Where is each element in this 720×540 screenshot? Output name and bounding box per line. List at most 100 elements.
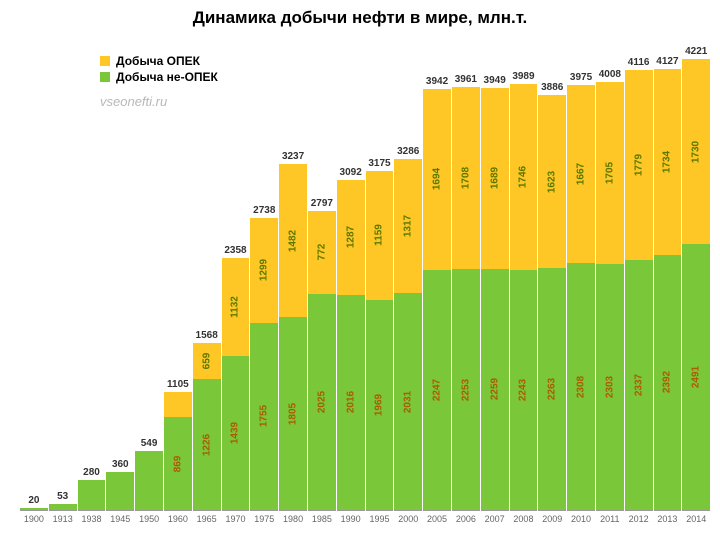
nonopec-value-label: 2253 bbox=[460, 379, 471, 401]
total-label: 4116 bbox=[628, 57, 650, 68]
bar-segment-nonopec: 2263 bbox=[538, 268, 566, 510]
bar-col: 412717342392 bbox=[654, 69, 682, 510]
total-label: 3949 bbox=[484, 75, 506, 86]
x-tick: 1995 bbox=[366, 510, 394, 524]
total-label: 1105 bbox=[167, 379, 189, 390]
bar-col: 27977722025 bbox=[308, 211, 336, 510]
bar-segment-opec bbox=[164, 392, 192, 417]
bar-segment-opec: 1299 bbox=[250, 218, 278, 323]
total-label: 3237 bbox=[282, 151, 304, 162]
nonopec-value-label: 1226 bbox=[201, 433, 212, 455]
total-label: 2797 bbox=[311, 198, 333, 209]
plot: 2053280360549110586915686591226235811321… bbox=[20, 40, 710, 510]
total-label: 2358 bbox=[224, 245, 246, 256]
bar-segment-nonopec: 2031 bbox=[394, 293, 422, 510]
x-tick: 1990 bbox=[337, 510, 365, 524]
opec-value-label: 659 bbox=[201, 352, 212, 369]
opec-value-label: 1299 bbox=[259, 259, 270, 281]
nonopec-value-label: 2031 bbox=[403, 390, 414, 412]
bar-col: 273812991755 bbox=[250, 218, 278, 510]
bar-col: 328613172031 bbox=[394, 159, 422, 510]
opec-value-label: 1689 bbox=[489, 167, 500, 189]
x-tick: 2005 bbox=[423, 510, 451, 524]
bar-segment-nonopec bbox=[106, 472, 134, 510]
bar-segment-nonopec: 2308 bbox=[567, 263, 595, 510]
nonopec-value-label: 2263 bbox=[547, 378, 558, 400]
nonopec-value-label: 2308 bbox=[576, 376, 587, 398]
bar-segment-nonopec: 2243 bbox=[510, 270, 538, 510]
bar-segment-opec: 1159 bbox=[366, 171, 394, 300]
bar-segment-nonopec: 869 bbox=[164, 417, 192, 510]
bar-col: 394216942247 bbox=[423, 89, 451, 510]
bar-segment-opec: 1708 bbox=[452, 87, 480, 269]
opec-value-label: 1779 bbox=[633, 154, 644, 176]
bar-col: 396117082253 bbox=[452, 87, 480, 510]
opec-value-label: 1623 bbox=[547, 170, 558, 192]
total-label: 3942 bbox=[426, 76, 448, 87]
bar-col: 323714821805 bbox=[279, 164, 307, 510]
total-label: 3961 bbox=[455, 74, 477, 85]
bar-segment-opec: 1623 bbox=[538, 95, 566, 268]
opec-value-label: 1734 bbox=[662, 151, 673, 173]
bar-col: 235811321439 bbox=[222, 258, 250, 510]
x-tick: 1980 bbox=[279, 510, 307, 524]
nonopec-value-label: 2337 bbox=[633, 374, 644, 396]
bar-col: 280 bbox=[78, 480, 106, 510]
total-label: 4008 bbox=[599, 69, 621, 80]
bar-segment-nonopec: 1226 bbox=[193, 379, 221, 510]
nonopec-value-label: 869 bbox=[172, 455, 183, 472]
bar-col: 309212872016 bbox=[337, 180, 365, 510]
chart-title: Динамика добычи нефти в мире, млн.т. bbox=[0, 0, 720, 32]
x-tick: 1945 bbox=[106, 510, 134, 524]
bar-segment-opec: 1730 bbox=[682, 59, 710, 244]
bar-segment-nonopec bbox=[135, 451, 163, 510]
x-tick: 1970 bbox=[222, 510, 250, 524]
bar-segment-nonopec bbox=[78, 480, 106, 510]
bar-col: 422117302491 bbox=[682, 59, 710, 510]
x-tick: 2009 bbox=[538, 510, 566, 524]
bar-segment-nonopec: 2491 bbox=[682, 244, 710, 510]
bar-segment-nonopec: 1755 bbox=[250, 323, 278, 510]
total-label: 3175 bbox=[368, 158, 390, 169]
bar-segment-nonopec: 2253 bbox=[452, 269, 480, 510]
bar-col: 360 bbox=[106, 472, 134, 510]
x-tick: 1938 bbox=[78, 510, 106, 524]
total-label: 549 bbox=[141, 438, 158, 449]
bar-col: 15686591226 bbox=[193, 343, 221, 510]
total-label: 20 bbox=[28, 495, 39, 506]
x-tick: 2008 bbox=[510, 510, 538, 524]
bar-segment-opec: 1667 bbox=[567, 85, 595, 263]
bar-segment-nonopec: 1439 bbox=[222, 356, 250, 510]
total-label: 3975 bbox=[570, 72, 592, 83]
bar-col: 317511591969 bbox=[366, 171, 394, 510]
nonopec-value-label: 1969 bbox=[374, 394, 385, 416]
bar-segment-opec: 1132 bbox=[222, 258, 250, 356]
total-label: 3286 bbox=[397, 146, 419, 157]
total-label: 3989 bbox=[512, 71, 534, 82]
x-tick: 1965 bbox=[193, 510, 221, 524]
bar-segment-opec: 1287 bbox=[337, 180, 365, 295]
x-tick: 2006 bbox=[452, 510, 480, 524]
opec-value-label: 1287 bbox=[345, 226, 356, 248]
bar-segment-opec: 1694 bbox=[423, 89, 451, 270]
nonopec-value-label: 2491 bbox=[691, 366, 702, 388]
bar-col: 394916892259 bbox=[481, 88, 509, 510]
total-label: 360 bbox=[112, 459, 129, 470]
x-tick: 1900 bbox=[20, 510, 48, 524]
bar-segment-nonopec: 2247 bbox=[423, 270, 451, 510]
x-tick: 2013 bbox=[654, 510, 682, 524]
opec-value-label: 1708 bbox=[460, 167, 471, 189]
x-tick: 2012 bbox=[625, 510, 653, 524]
bar-col: 411617792337 bbox=[625, 70, 653, 510]
nonopec-value-label: 2392 bbox=[662, 371, 673, 393]
nonopec-value-label: 2016 bbox=[345, 391, 356, 413]
bar-segment-opec: 1482 bbox=[279, 164, 307, 317]
bar-segment-opec: 1734 bbox=[654, 69, 682, 254]
bar-col: 549 bbox=[135, 451, 163, 510]
nonopec-value-label: 2303 bbox=[604, 376, 615, 398]
bar-segment-opec: 1705 bbox=[596, 82, 624, 264]
x-tick: 2000 bbox=[394, 510, 422, 524]
opec-value-label: 1694 bbox=[432, 168, 443, 190]
bar-col: 400817052303 bbox=[596, 82, 624, 510]
total-label: 4221 bbox=[685, 46, 707, 57]
